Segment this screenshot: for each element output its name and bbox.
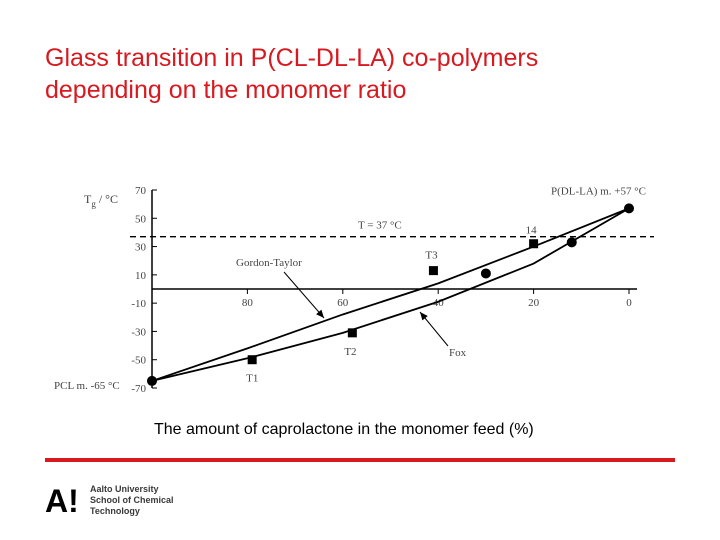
circle-marker — [624, 203, 634, 214]
y-tick-label: -10 — [131, 298, 146, 310]
slide-title-line-2: depending on the monomer ratio — [45, 76, 407, 104]
annotation-arrow-line — [283, 271, 325, 319]
series-annotation-label: Gordon-Taylor — [236, 257, 302, 269]
y-tick-label: -30 — [131, 326, 146, 338]
point-label: 14 — [526, 225, 538, 237]
x-tick-label: 20 — [528, 297, 540, 309]
series-lines — [151, 207, 630, 382]
point-label: P(DL-LA) m. +57 °C — [551, 185, 646, 197]
y-tick-label: 70 — [135, 185, 147, 197]
point-label: T2 — [344, 346, 356, 358]
circle-marker — [566, 237, 577, 248]
x-tick-label: 0 — [626, 297, 632, 309]
data-markers — [147, 203, 634, 386]
square-marker — [428, 266, 438, 276]
annotation-arrowhead — [316, 309, 324, 318]
annotation-arrowhead — [420, 312, 428, 321]
point-label: PCL m. -65 °C — [54, 380, 120, 392]
chart-labels: PCL m. -65 °C T1 T2 T3 14 P(DL-LA) m. +57 °C G… — [54, 185, 646, 392]
circle-marker — [480, 268, 491, 279]
square-marker — [247, 355, 257, 365]
x-tick-label: 40 — [433, 297, 445, 309]
circle-marker — [147, 375, 157, 386]
point-label: T3 — [425, 250, 438, 262]
y-axis-label: Tg / °C — [84, 192, 118, 209]
reference-line-group: T = 37 °C — [130, 220, 654, 238]
org-line-3: Technology — [90, 506, 140, 516]
point-label: T1 — [246, 373, 258, 385]
org-line-2: School of Chemical — [90, 495, 174, 505]
tg-chart: 70 50 30 10 -10 -30 -50 -70 80 60 40 20 0 Tg / °C T =… — [54, 185, 654, 395]
x-tick-label: 60 — [337, 297, 349, 309]
x-tick-label: 80 — [242, 297, 254, 309]
series-line-gordon-taylor — [151, 207, 630, 382]
slide-title: Glass transition in P(CL-DL-LA) co-polym… — [45, 42, 685, 106]
aalto-logo-icon: A! — [45, 485, 79, 515]
series-line-fox — [151, 207, 630, 382]
chart-axes: 70 50 30 10 -10 -30 -50 -70 80 60 40 20 0 Tg / °C — [84, 185, 637, 395]
square-marker — [347, 328, 357, 338]
slide-title-line-1: Glass transition in P(CL-DL-LA) co-polym… — [45, 44, 539, 72]
y-tick-label: -70 — [131, 383, 146, 395]
y-tick-label: 10 — [135, 270, 147, 282]
reference-line-label: T = 37 °C — [358, 220, 402, 232]
org-line-1: Aalto University — [90, 484, 159, 494]
y-tick-label: 50 — [135, 213, 147, 225]
y-tick-label: -50 — [131, 355, 146, 367]
y-tick-label: 30 — [135, 242, 147, 254]
square-marker — [529, 239, 539, 249]
org-name: Aalto University School of Chemical Tech… — [90, 484, 174, 517]
x-axis-caption: The amount of caprolactone in the monome… — [154, 421, 534, 438]
logo-mark: A! — [45, 485, 79, 515]
series-annotation-label: Fox — [449, 347, 467, 359]
footer-rule — [45, 458, 675, 462]
